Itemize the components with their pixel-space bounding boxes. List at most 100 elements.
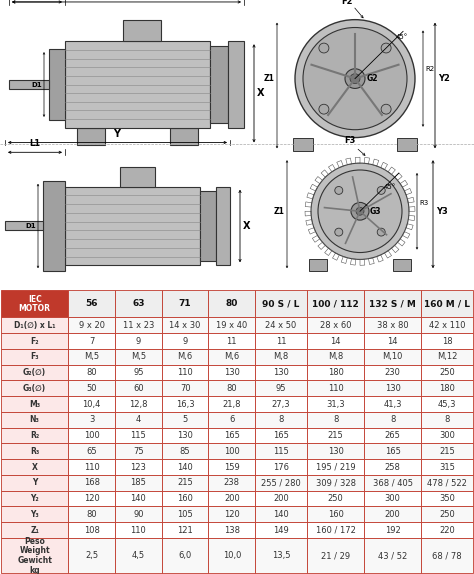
Bar [68,290,115,317]
Text: 10,4: 10,4 [82,400,101,409]
Text: 75: 75 [133,447,144,456]
Bar [162,459,209,475]
Bar [115,522,162,538]
Bar [1,459,68,475]
Text: Z₁: Z₁ [30,526,39,534]
Text: 478 / 522: 478 / 522 [427,478,467,487]
Text: 110: 110 [328,384,344,393]
Bar [68,538,115,573]
Text: 300: 300 [439,431,455,440]
Text: 56: 56 [85,300,98,308]
Text: 11 x 23: 11 x 23 [123,321,154,330]
Text: 185: 185 [130,478,146,487]
Bar [228,41,244,128]
Bar [1,396,68,412]
Text: F3: F3 [344,137,356,145]
Bar [162,364,209,381]
Bar [421,506,473,522]
Bar [65,41,210,128]
Bar [421,290,473,317]
Text: G₂(∅): G₂(∅) [23,368,46,377]
Bar [421,381,473,396]
Bar [421,333,473,349]
Bar [364,317,421,333]
Bar [307,444,364,459]
Text: 200: 200 [224,494,240,503]
Bar [209,333,255,349]
Text: G2: G2 [367,74,379,83]
Bar [68,491,115,506]
Text: 6: 6 [229,416,235,424]
Bar [162,475,209,491]
Bar [255,396,307,412]
Bar [364,475,421,491]
Bar [68,396,115,412]
Bar [115,475,162,491]
Text: 200: 200 [273,494,289,503]
Text: 159: 159 [224,463,240,472]
Bar [307,364,364,381]
Bar [255,459,307,475]
Bar [1,381,68,396]
Text: 95: 95 [276,384,286,393]
Bar [255,364,307,381]
Text: 176: 176 [273,463,289,472]
Text: D₁(∅) x L₁: D₁(∅) x L₁ [14,321,55,330]
Bar [43,181,65,271]
Text: 71: 71 [179,300,191,308]
Text: M,6: M,6 [224,352,239,361]
Text: 8: 8 [333,416,338,424]
Bar [209,428,255,444]
Bar [162,444,209,459]
Bar [255,538,307,573]
Text: 132 S / M: 132 S / M [369,300,416,308]
Bar [421,317,473,333]
Bar [68,506,115,522]
Bar [307,459,364,475]
Text: 250: 250 [328,494,344,503]
Bar [421,475,473,491]
Bar [421,364,473,381]
Text: M,6: M,6 [177,352,193,361]
Text: M,5: M,5 [131,352,146,361]
Bar [115,444,162,459]
Text: 90: 90 [133,510,144,519]
Text: 45,3: 45,3 [438,400,456,409]
Text: 8: 8 [445,416,450,424]
Text: 165: 165 [385,447,401,456]
Circle shape [377,187,385,195]
Text: 110: 110 [130,526,146,534]
Text: 63: 63 [132,300,145,308]
Bar [421,538,473,573]
Text: 12,8: 12,8 [129,400,148,409]
Bar [209,522,255,538]
Bar [255,522,307,538]
Text: 28 x 60: 28 x 60 [320,321,351,330]
Bar [307,506,364,522]
Text: 95: 95 [133,368,144,377]
Text: M,12: M,12 [437,352,457,361]
Text: 230: 230 [385,368,401,377]
Bar [210,46,228,123]
Text: 70: 70 [180,384,191,393]
Text: Z1: Z1 [274,207,285,216]
Text: 14: 14 [330,336,341,346]
Text: 215: 215 [177,478,193,487]
Circle shape [381,43,391,53]
Bar [1,491,68,506]
Bar [307,333,364,349]
Bar [209,444,255,459]
Text: 100 / 112: 100 / 112 [312,300,359,308]
Text: 80: 80 [86,368,97,377]
Bar [255,290,307,317]
Circle shape [318,170,402,253]
Text: 2,5: 2,5 [85,551,98,560]
Text: M,8: M,8 [328,352,343,361]
Circle shape [350,73,360,84]
Bar [307,491,364,506]
Text: 315: 315 [439,463,455,472]
Circle shape [319,43,329,53]
Text: 90 S / L: 90 S / L [263,300,300,308]
Text: 50: 50 [86,384,97,393]
Bar [162,333,209,349]
